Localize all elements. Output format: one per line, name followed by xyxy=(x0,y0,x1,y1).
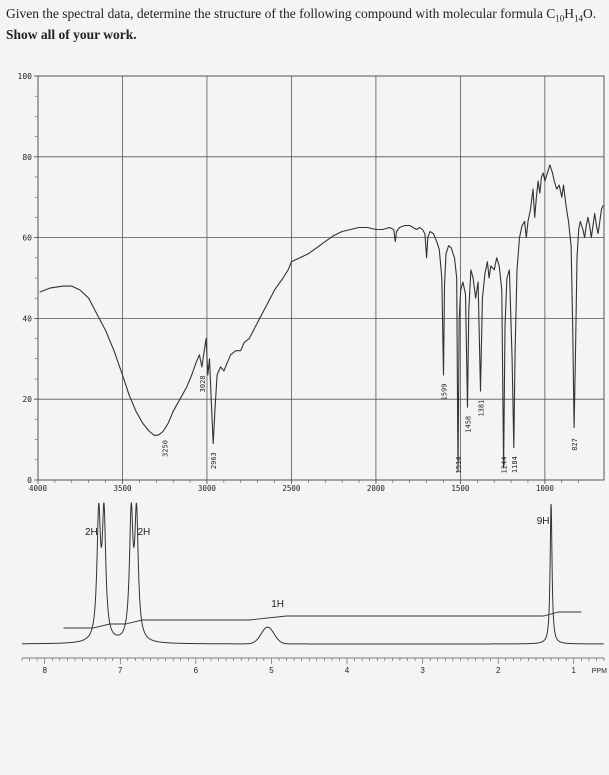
formula-part: 14 xyxy=(573,13,583,24)
ir-peak-label: 1514 xyxy=(455,457,463,474)
problem-text: Given the spectral data, determine the s… xyxy=(6,6,543,21)
ir-peak-label: 3028 xyxy=(199,375,207,392)
nmr-x-tick-label: 5 xyxy=(269,666,274,675)
ir-x-tick-label: 3000 xyxy=(198,484,217,493)
ir-y-tick-label: 40 xyxy=(22,314,32,323)
nmr-x-tick-label: 2 xyxy=(496,666,501,675)
nmr-integral-label: 2H xyxy=(85,527,98,538)
ir-y-tick-label: 0 xyxy=(27,476,32,485)
nmr-integral-label: 9H xyxy=(537,516,550,527)
problem-statement: Given the spectral data, determine the s… xyxy=(6,6,602,43)
ir-x-tick-label: 3500 xyxy=(113,484,132,493)
nmr-integral-trace xyxy=(63,611,582,629)
ir-frame xyxy=(37,75,605,481)
ir-x-tick-label: 2000 xyxy=(367,484,386,493)
ir-x-tick-label: 1500 xyxy=(451,484,470,493)
ir-peak-label: 1381 xyxy=(477,400,485,417)
ir-y-tick-label: 60 xyxy=(22,234,32,243)
nmr-x-tick-label: 6 xyxy=(194,666,199,675)
ir-peak-label: 1244 xyxy=(501,457,509,474)
formula-part: O. xyxy=(582,6,597,21)
ir-y-tick-label: 20 xyxy=(22,395,32,404)
ir-peak-label: 2963 xyxy=(210,452,218,469)
ir-peak-label: 1184 xyxy=(511,456,519,473)
ir-peak-label: 3250 xyxy=(162,440,170,457)
nmr-x-tick-label: 3 xyxy=(420,666,425,675)
formula-part: C xyxy=(546,6,556,21)
formula-part: H xyxy=(564,6,574,21)
nmr-integral-label: 1H xyxy=(271,599,284,610)
ir-x-tick-label: 1000 xyxy=(536,484,555,493)
nmr-x-tick-label: 8 xyxy=(42,666,47,675)
ir-x-tick-label: 2500 xyxy=(282,484,301,493)
nmr-x-tick-label: 1 xyxy=(572,666,577,675)
molecular-formula: C10H14O. xyxy=(546,6,597,24)
nmr-integral-label: 2H xyxy=(137,527,150,538)
ir-spectrum: 0 20 40 60 80 100 4000 3500 3000 2500 2000 1500 1000… xyxy=(18,72,605,493)
ir-y-tick-label: 80 xyxy=(22,153,32,162)
instructions: Show all of your work. xyxy=(6,26,137,42)
ir-x-tick-label: 4000 xyxy=(29,484,48,493)
nmr-spectrum: 8 7 6 5 4 3 2 1 PPM 2H 2H 1H 9H xyxy=(21,502,607,675)
nmr-x-tick-label: 7 xyxy=(118,666,123,675)
ir-peak-label: 827 xyxy=(571,438,579,451)
ir-y-tick-label: 100 xyxy=(18,72,33,81)
ir-peak-label: 1599 xyxy=(441,384,449,401)
ir-trace xyxy=(39,164,604,473)
nmr-unit-label: PPM xyxy=(592,668,607,675)
ir-peak-label: 1458 xyxy=(464,416,472,433)
formula-part: 10 xyxy=(555,13,565,24)
nmr-x-tick-label: 4 xyxy=(345,666,350,675)
nmr-trace xyxy=(22,502,604,645)
